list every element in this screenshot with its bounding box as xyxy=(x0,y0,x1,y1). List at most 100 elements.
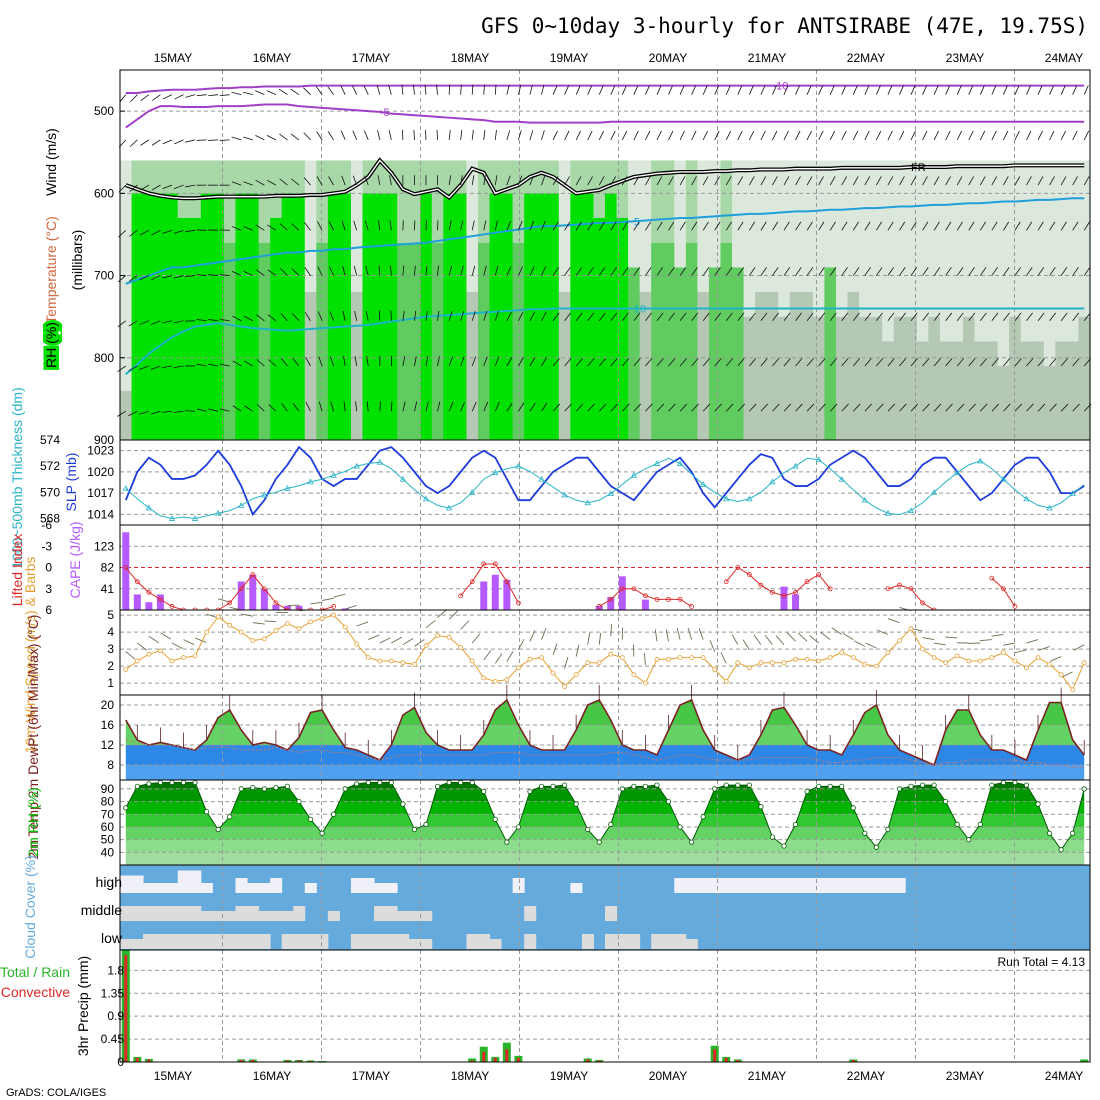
cloud-block-middle xyxy=(154,906,167,921)
wind-barb xyxy=(795,221,802,231)
wind-barb xyxy=(841,403,849,412)
wind-barb xyxy=(945,358,953,367)
rh-column xyxy=(1055,341,1068,440)
wind-barb xyxy=(208,363,219,367)
wind10m-point xyxy=(250,638,256,643)
precip-convective-bar xyxy=(493,1057,497,1062)
precip-convective-bar xyxy=(505,1049,509,1062)
cloud-block-high xyxy=(120,875,133,893)
wind-barb xyxy=(968,403,976,412)
rh2m-point xyxy=(169,779,175,786)
contour-label-10: 10 xyxy=(634,303,646,315)
cloud-block-low xyxy=(258,934,271,949)
rh-column-upper xyxy=(616,160,629,218)
wind-barb xyxy=(829,358,837,367)
wind-barb xyxy=(129,184,138,192)
wind-barb xyxy=(1072,130,1078,141)
wind-barb xyxy=(818,221,825,231)
wind10m-point xyxy=(585,660,591,666)
wind-barb xyxy=(621,221,628,231)
wind-barb xyxy=(1083,267,1091,276)
wind-barb xyxy=(255,135,265,141)
wind-barb xyxy=(541,130,545,141)
wind10m-point xyxy=(631,672,637,677)
wind-barb xyxy=(668,85,673,95)
wind-tick-label: 1 xyxy=(107,676,114,690)
wind10m-barb xyxy=(991,634,1004,637)
wind10m-point xyxy=(850,655,856,660)
wind-barb xyxy=(922,221,929,231)
dewpt2m-line xyxy=(125,739,1085,768)
wind-barb xyxy=(364,175,369,186)
wind-barb xyxy=(162,275,173,279)
date-label-top: 17MAY xyxy=(352,51,390,65)
thickness-tick-label: 570 xyxy=(40,485,60,499)
wind-barb xyxy=(772,85,777,95)
rh-column xyxy=(281,193,294,440)
rh-column xyxy=(893,316,906,440)
wind-barb xyxy=(979,267,987,276)
wind-barb xyxy=(1083,312,1091,322)
cape-bar xyxy=(272,604,280,610)
wind-barb xyxy=(968,267,975,276)
precip-convective-bar xyxy=(736,1059,740,1062)
wind-barb xyxy=(772,312,779,322)
contour-label--10: -10 xyxy=(772,81,788,93)
rh-column xyxy=(835,316,849,440)
wind-barb xyxy=(795,130,801,141)
wind-barb xyxy=(714,267,721,276)
wind10m-barb xyxy=(541,628,547,640)
wind10m-point xyxy=(735,660,741,666)
li-point xyxy=(793,589,798,595)
li-point xyxy=(146,589,152,595)
cloud-block-high xyxy=(143,883,156,893)
rh-tick-label: 70 xyxy=(101,807,115,821)
precip-total-bar xyxy=(468,1058,477,1062)
rh2m-point xyxy=(966,837,972,843)
wind-barb xyxy=(575,130,581,141)
wind-barb xyxy=(1026,221,1033,231)
wind-barb xyxy=(841,85,847,95)
rh2m-point xyxy=(1023,782,1030,788)
wind10m-barb xyxy=(610,624,613,637)
wind-barb xyxy=(352,175,358,186)
date-label-bottom: 19MAY xyxy=(550,1069,588,1083)
wind-barb xyxy=(968,85,974,95)
wind-barb xyxy=(402,310,405,321)
wind10m-point xyxy=(504,677,510,683)
wind-barb xyxy=(645,358,653,367)
rh2m-point xyxy=(746,782,752,788)
wind-barb xyxy=(622,403,630,412)
rh-column-upper xyxy=(189,160,202,218)
cloud-block-middle xyxy=(131,906,144,921)
wind-barb xyxy=(749,221,756,231)
thickness-point xyxy=(746,495,753,502)
wind-barb xyxy=(279,133,288,141)
rh2m-point xyxy=(215,826,221,833)
wind10m-point xyxy=(954,653,960,659)
wind-barb xyxy=(714,403,722,412)
rh-column xyxy=(489,193,502,440)
li-point xyxy=(123,565,129,570)
rh-column xyxy=(581,193,595,440)
wind-barb xyxy=(328,176,334,186)
wind-barb xyxy=(910,85,916,95)
rh2m-point xyxy=(769,834,776,840)
rh-tick-label: 80 xyxy=(101,795,115,809)
wind-barb xyxy=(483,311,488,321)
wind-barb xyxy=(818,312,826,322)
rh-column-upper xyxy=(374,160,387,194)
rh-column xyxy=(189,218,202,440)
cloud-block-high xyxy=(766,878,779,893)
wind-barb xyxy=(818,358,826,367)
rh-column-upper xyxy=(743,160,756,317)
cloud-block-low xyxy=(420,939,433,949)
rh-column-upper xyxy=(120,160,133,391)
wind-barb xyxy=(414,356,417,367)
wind-barb xyxy=(268,359,277,367)
wind-barb xyxy=(139,275,150,281)
wind-barb xyxy=(864,176,871,186)
li-line xyxy=(460,563,519,604)
